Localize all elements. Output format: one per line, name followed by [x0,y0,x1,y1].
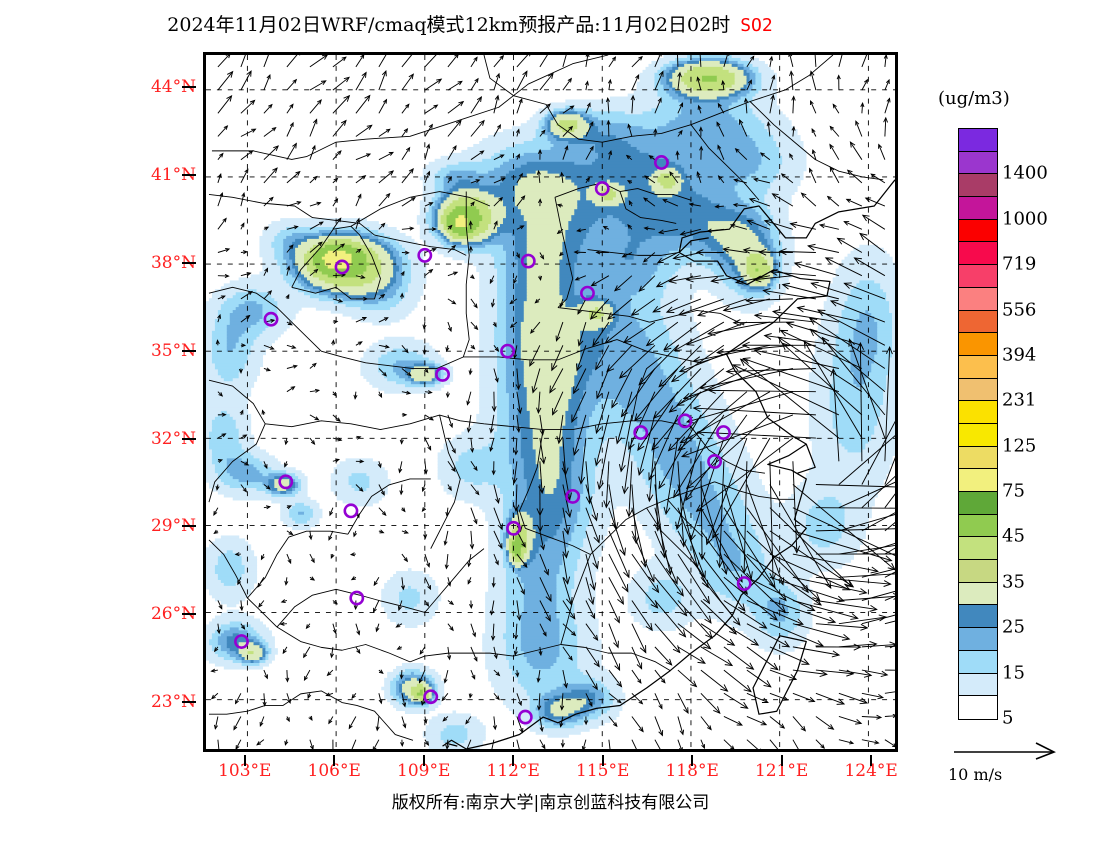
colorbar-band [959,650,997,674]
lon-tick-label: 124°E [844,761,898,781]
lon-tick-mark [512,755,515,766]
colorbar-band [959,696,997,719]
colorbar-tick-label: 394 [1002,344,1037,366]
lon-tick-mark [691,755,694,766]
colorbar-band [959,582,997,606]
colorbar-band [959,514,997,538]
colorbar-band [959,401,997,424]
colorbar-band [959,287,997,311]
colorbar-tick-label: 231 [1002,389,1037,411]
colorbar-band [959,219,997,243]
lon-tick-mark [780,755,783,766]
lon-tick-label: 121°E [754,761,809,781]
colorbar-band [959,469,997,492]
lat-tick-label: 29°N [150,516,196,537]
colorbar-tick-label: 15 [1002,662,1025,684]
colorbar-tick-label: 1000 [1002,208,1048,230]
colorbar-band [959,537,997,561]
lon-tick-label: 112°E [486,761,540,781]
colorbar-band [959,673,997,697]
colorbar-band [959,242,997,266]
longitude-axis: 103°E 106°E 109°E 112°E 115°E 118°E 121°E 124°E [203,755,898,781]
colorbar-band [959,333,997,356]
colorbar-band [959,174,997,198]
colorbar-band [959,129,997,152]
colorbar-tick-label: 75 [1002,480,1025,502]
colorbar-tick-label: 35 [1002,571,1025,593]
lon-tick-label: 115°E [576,761,630,781]
species-label: SO2 [740,15,773,36]
wind-scale-label: 10 m/s [948,765,1003,784]
colorbar-band [959,423,997,447]
colorbar-tick-label: 556 [1002,299,1037,321]
lat-tick-mark [182,174,196,176]
copyright-footer: 版权所有:南京大学|南京创蓝科技有限公司 [391,793,710,813]
colorbar-band [959,378,997,402]
colorbar-band [959,492,997,515]
map-canvas [206,55,895,749]
lat-tick-label: 32°N [150,428,196,449]
title-text: 2024年11月02日WRF/cmaq模式12km预报产品:11月02日02时 [167,14,731,36]
so2-concentration-field [206,55,895,749]
lat-tick-label: 26°N [150,604,196,625]
lat-tick-mark [182,613,196,616]
lon-tick-mark [870,755,873,766]
colorbar-tick-label: 719 [1002,253,1037,275]
lat-tick-label: 23°N [150,692,196,713]
colorbar-band [959,151,997,175]
lat-tick-mark [182,86,196,89]
lat-tick-mark [182,525,196,528]
colorbar-units-label: (ug/m3) [938,88,1010,109]
lon-tick-label: 106°E [307,761,361,781]
colorbar-band [959,605,997,629]
colorbar-band [959,265,997,288]
lat-tick-label: 38°N [150,252,196,273]
colorbar-band [959,446,997,470]
wind-vector-field [210,55,895,749]
lat-tick-mark [182,261,196,264]
lat-tick-label: 35°N [150,340,196,361]
map-plot-area[interactable] [203,52,898,752]
colorbar-tick-label: 25 [1002,616,1025,638]
lon-tick-mark [601,755,604,766]
lat-tick-label: 44°N [150,77,196,98]
colorbar-band [959,310,997,334]
colorbar-tick-labels: 1400 1000 719 556 394 231 125 75 45 35 25 15 5 [1002,128,1098,729]
latitude-axis: 44°N 41°N 38°N 35°N 32°N 29°N 26°N 23°N [128,52,196,752]
lon-tick-mark [422,755,425,766]
lon-tick-mark [243,755,246,766]
colorbar-tick-label: 1400 [1002,162,1048,184]
colorbar-band [959,355,997,379]
colorbar-band [959,197,997,220]
lon-tick-label: 103°E [218,761,272,781]
colorbar [958,128,998,720]
lat-tick-mark [182,437,196,440]
lat-tick-mark [182,349,196,352]
colorbar-band [959,560,997,583]
monitoring-stations[interactable] [234,155,752,725]
colorbar-tick-label: 45 [1002,525,1025,547]
lat-tick-label: 41°N [150,165,196,185]
colorbar-tick-label: 125 [1002,435,1037,457]
page-title: 2024年11月02日WRF/cmaq模式12km预报产品:11月02日02时 S… [0,10,940,37]
lon-tick-label: 118°E [665,761,719,781]
arrow-right-icon [954,742,1056,760]
wind-scale-legend: 10 m/s [948,740,1088,784]
lat-tick-mark [182,701,196,704]
colorbar-tick-label: 5 [1002,707,1014,729]
lon-tick-mark [333,755,336,766]
colorbar-band [959,628,997,651]
lon-tick-label: 109°E [397,761,451,781]
